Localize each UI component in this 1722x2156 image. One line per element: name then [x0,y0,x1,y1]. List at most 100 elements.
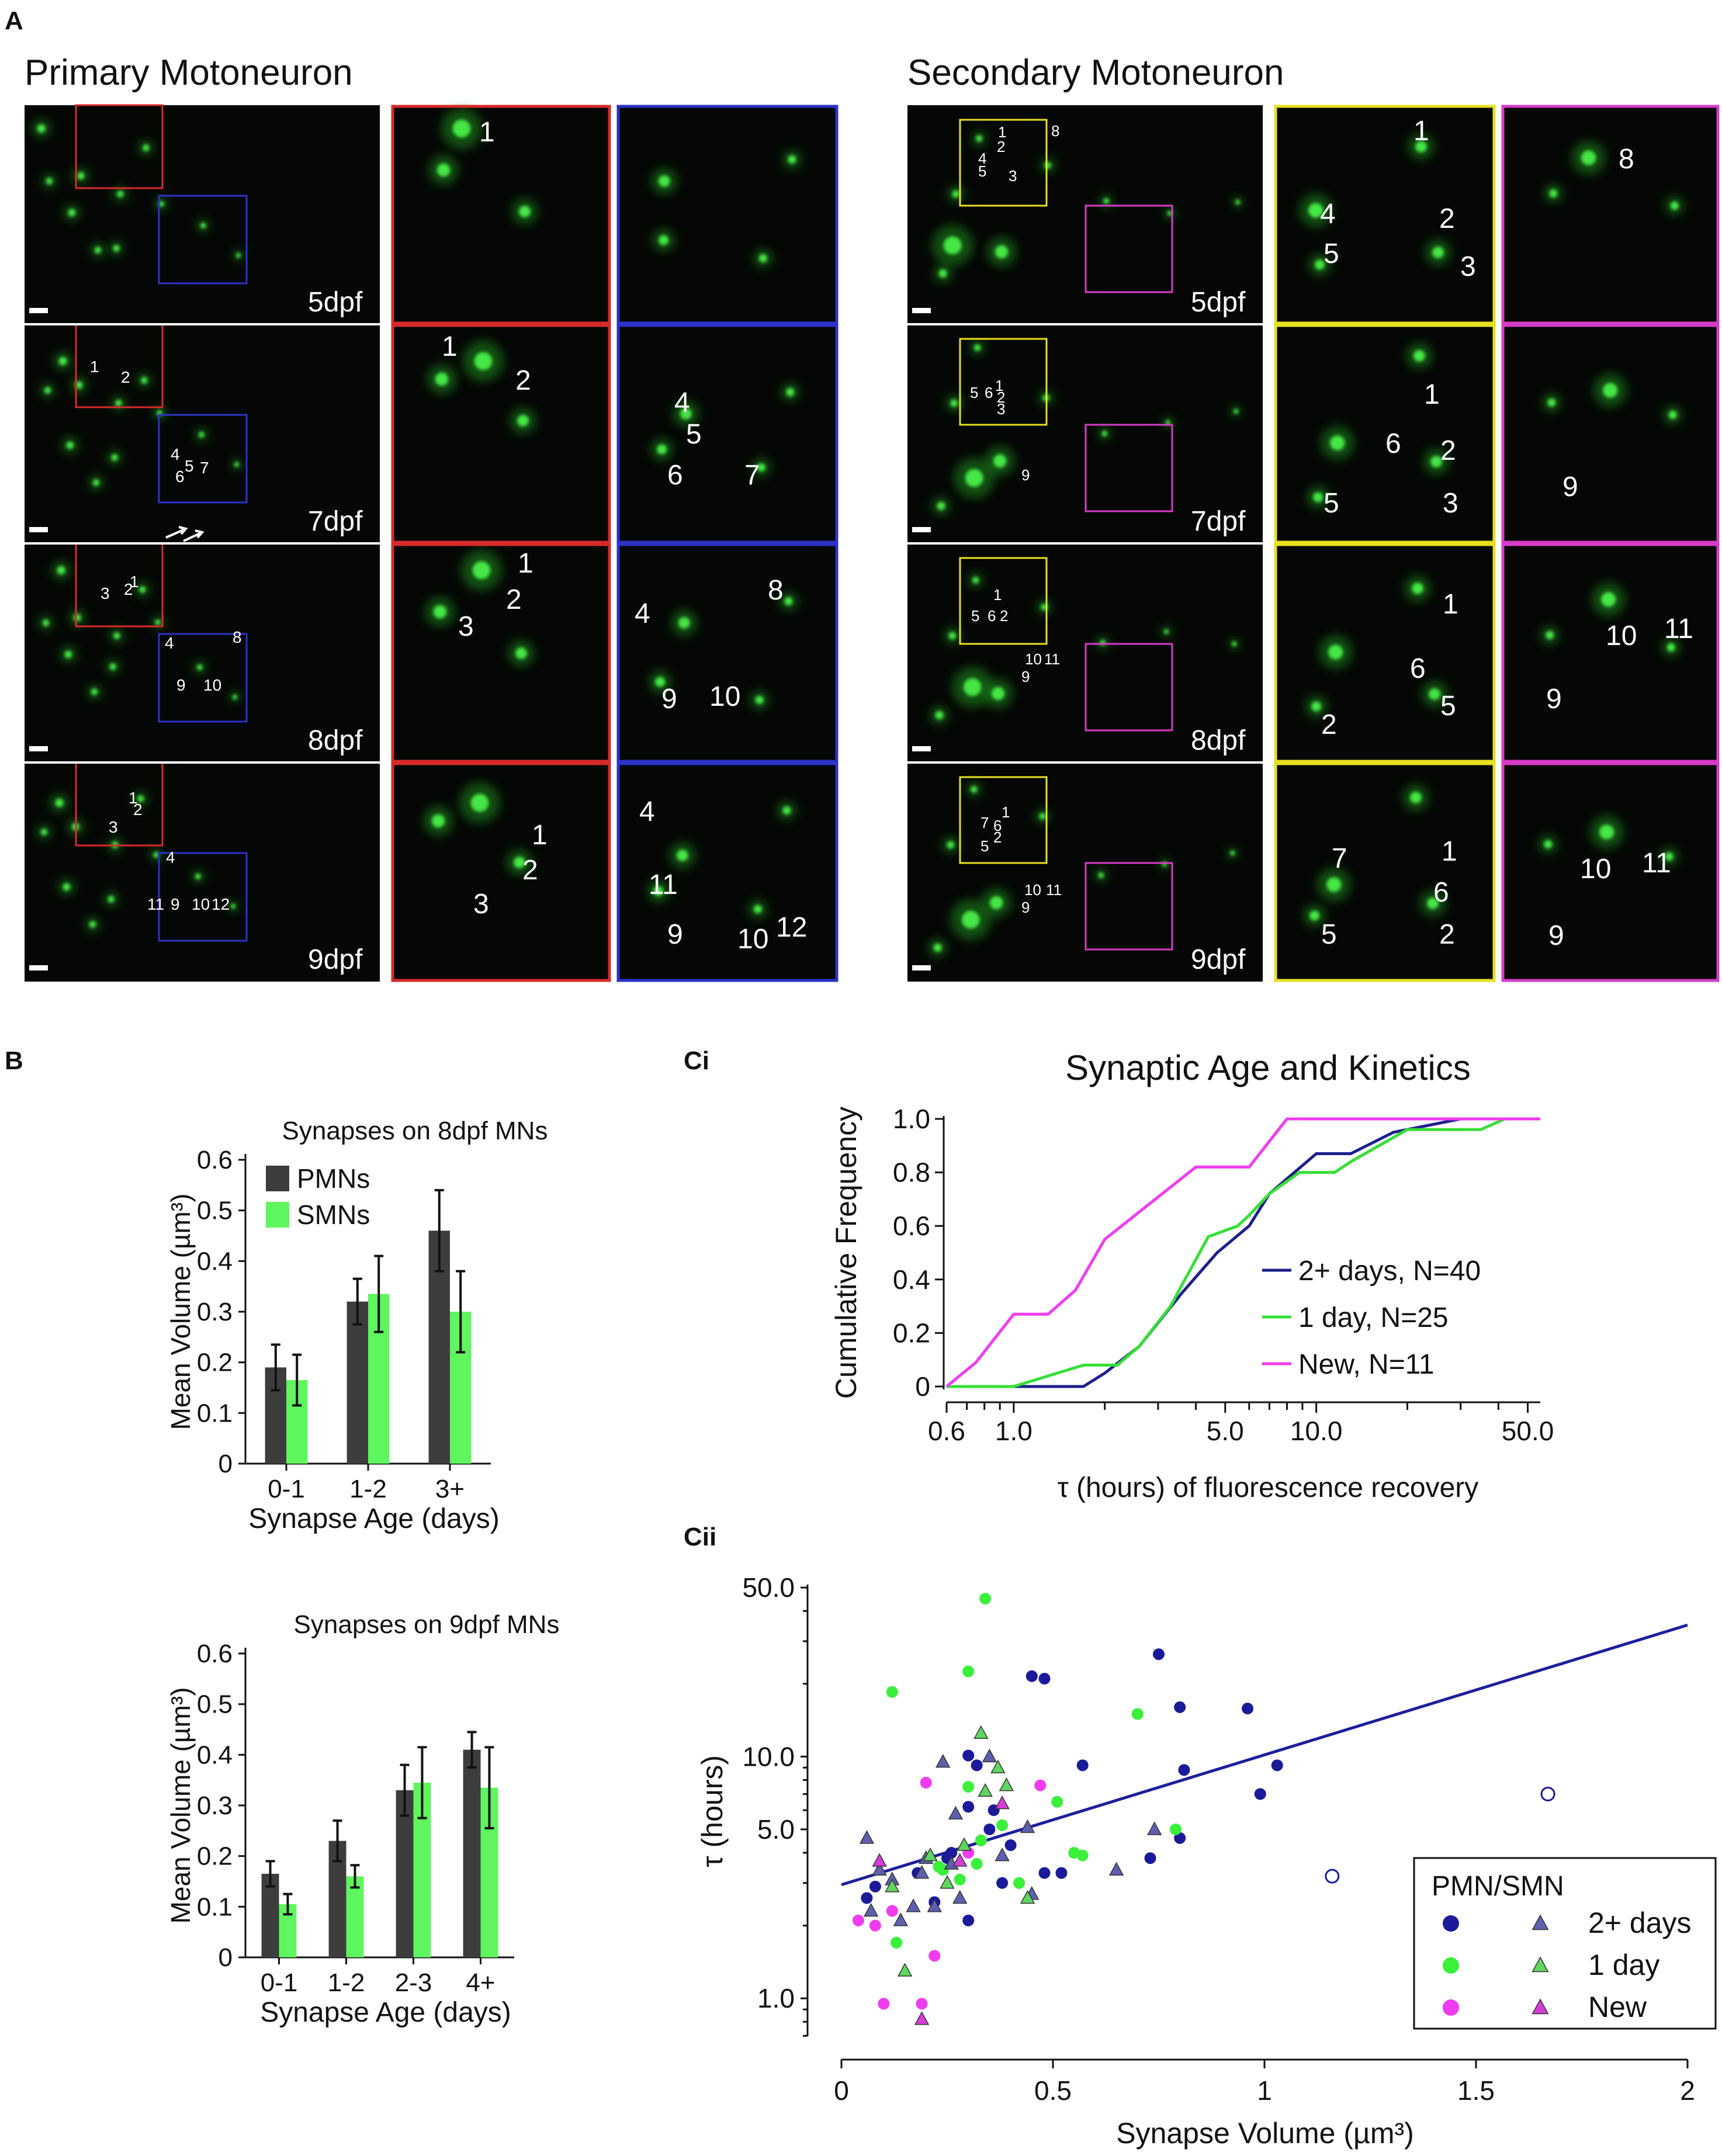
legend-marker-circle [1443,1999,1459,2016]
y-axis-label: τ (hours) [696,1755,729,1867]
synapse-number-label: 1 [129,789,138,807]
fluorescent-puncta [158,201,165,207]
roi-box-magenta [1085,204,1173,293]
stage-label-9dpf: 9dpf [1191,944,1246,975]
synapse-number-label: 3 [473,889,489,920]
roi-box-blue [158,195,248,285]
scatter-point-circle [1038,1673,1051,1685]
x-tick-label: 0-1 [268,1475,305,1503]
synapse-number-label: 9 [1021,668,1030,685]
y-tick-label: 0.2 [893,1318,930,1348]
fluorescent-puncta [57,566,65,574]
scale-bar [29,527,48,532]
fluorescent-puncta [235,252,241,258]
scatter-point-triangle [914,1865,930,1879]
micrograph-background [617,324,838,543]
micrograph-pmn-blue-8dpf: 4 8 9 10 [616,543,839,763]
micrograph-background [1274,762,1495,982]
fluorescent-puncta [452,119,471,138]
scatter-point-triangle [995,1847,1010,1862]
row-separator [25,323,380,325]
synapse-number-label: 3 [1443,488,1458,519]
synapse-number-label: 9 [1021,899,1030,916]
scatter-point-triangle [927,1898,942,1912]
synapse-number-label: 10 [192,895,210,913]
synapse-number-label: 2 [1321,709,1337,740]
scatter-point-circle [971,1759,983,1772]
synapse-number-label: 4 [674,387,690,418]
synapse-number-label: 3 [997,400,1005,418]
scatter-point-circle [869,1880,881,1892]
fluorescent-puncta [937,502,945,510]
micrograph-smn-magenta-8dpf: 10 11 9 [1501,543,1720,763]
fluorescent-puncta [42,619,50,626]
fluorescent-puncta [117,190,124,197]
micrograph-background [1502,105,1719,324]
fluorescent-puncta [1098,872,1104,878]
synapse-number-label: 2 [506,584,522,615]
synapse-number-label: 9 [1546,684,1562,715]
fluorescent-puncta [1315,259,1325,270]
synapse-number-label: 4 [635,598,650,629]
fluorescent-puncta [94,247,102,254]
scale-bar [912,527,931,532]
synapse-number-label: 1 [1443,589,1458,620]
scatter-point-triangle [872,1862,887,1876]
scatter-point-triangle [957,1837,972,1851]
fluorescent-puncta [653,886,664,896]
fluorescent-puncta [55,799,64,807]
fluorescent-puncta [943,236,962,255]
synapse-number-label: 2 [993,829,1002,846]
y-tick-label: 0.4 [893,1264,930,1295]
fluorescent-puncta [1103,198,1110,204]
fluorescent-puncta [1544,840,1553,848]
synapse-number-label: 5 [1321,919,1337,950]
panel-label-cii: Cii [684,1523,716,1551]
y-tick-label: 0.2 [197,1349,233,1377]
fluorescent-puncta [1163,629,1169,635]
fluorescent-puncta [1235,199,1241,205]
legend-marker-triangle [1532,1998,1549,2015]
scatter-point-circle [869,1919,881,1932]
fluorescent-puncta [436,163,451,177]
synapse-number-label: 9 [176,676,186,694]
scatter-point-circle [962,1781,975,1793]
micrograph-background [617,543,838,762]
y-tick-label: 1.0 [757,1983,795,2013]
fluorescent-puncta [470,793,489,812]
panel-border [1501,105,1720,325]
bar-pmns [347,1301,368,1464]
legend-label: New, N=11 [1298,1349,1435,1380]
scatter-point-circle [1131,1708,1144,1720]
fluorescent-puncta [758,254,767,262]
synapse-number-label: 6 [993,817,1002,834]
row-separator [907,761,1263,764]
stage-label-5dpf: 5dpf [308,287,363,318]
roi-box-yellow [959,338,1048,426]
scatter-point-circle [962,1914,975,1926]
y-tick-label: 0 [219,1943,233,1972]
fluorescent-puncta [115,400,122,407]
micrograph-background [391,762,611,982]
micrograph-pmn-overview-7dpf: 7dpf 1 2 456 7 [25,323,380,543]
legend-marker-triangle [1532,1914,1549,1930]
fluorescent-puncta [965,469,983,487]
chart-title: Synapses on 9dpf MNs [294,1610,560,1639]
fluorescent-puncta [1668,411,1677,419]
y-tick-label: 10.0 [742,1741,795,1772]
fluorescent-puncta [519,206,531,217]
synapse-number-label: 10 [203,676,221,694]
scatter-point-triangle [885,1878,900,1892]
roi-box-magenta [1085,862,1173,951]
fluorescent-puncta [1599,824,1614,840]
synapse-number-label: 1 [532,820,548,851]
fluorescent-puncta [111,454,118,461]
x-tick-label: 0.6 [928,1416,965,1446]
fluorescent-puncta [1665,852,1674,861]
synapse-number-label: 8 [233,628,242,646]
y-tick-label: 0.8 [893,1157,930,1188]
scatter-point-circle [920,1777,932,1789]
fluorescent-puncta [659,235,669,245]
fluorescent-puncta [1410,792,1422,803]
row-separator [907,323,1263,325]
